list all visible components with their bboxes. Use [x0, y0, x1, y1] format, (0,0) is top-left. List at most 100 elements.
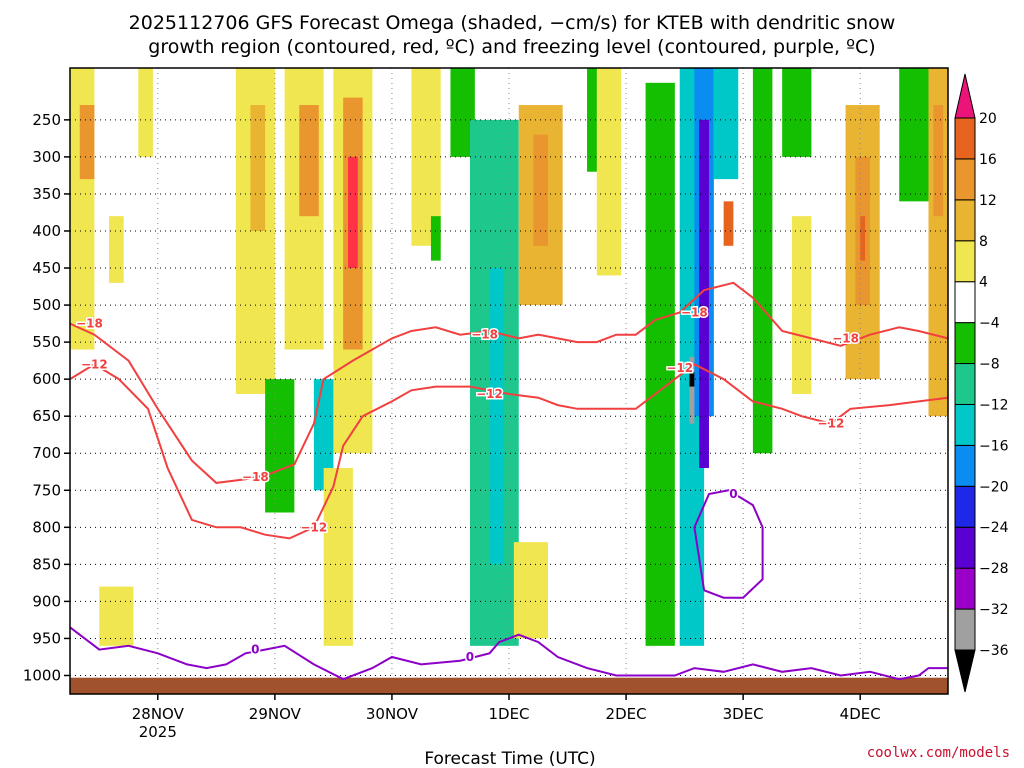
- y-tick-label-250: 250: [32, 111, 61, 129]
- omega-cell-32: [723, 201, 734, 246]
- y-tick-label-700: 700: [32, 444, 61, 462]
- colorbar-bin-4: [954, 444, 976, 487]
- x-tick-label-2DEC: 2DEC: [606, 705, 647, 723]
- x-tick-label-30NOV: 30NOV: [366, 705, 419, 723]
- colorbar-label-10: −24: [979, 520, 1009, 536]
- contour-freezing-0: [69, 626, 948, 681]
- colorbar-bin-10: [954, 199, 976, 242]
- omega-cell-11: [348, 156, 358, 269]
- omega-cell-25: [645, 82, 675, 646]
- omega-cell-30: [689, 371, 695, 387]
- colorbar-label-9: −20: [979, 479, 1009, 495]
- y-axis: 250 300 350 400 450 500 550 600 650 700 750 800 850 9…: [23, 111, 70, 684]
- x-axis-title: Forecast Time (UTC): [424, 749, 595, 768]
- contour-label-freezing-0-loop-0: 0: [729, 487, 737, 501]
- omega-cell-1: [79, 105, 95, 180]
- x-tick-label-4DEC: 4DEC: [840, 705, 881, 723]
- omega-cell-33: [752, 68, 773, 454]
- y-tick-label-400: 400: [32, 222, 61, 240]
- y-tick-label-650: 650: [32, 407, 61, 425]
- contour-label-dgz-bottom-2: −12: [476, 387, 503, 401]
- colorbar-bin-bottom: [954, 649, 976, 693]
- colorbar-label-2: 12: [979, 193, 997, 209]
- contour-label-dgz-top-2: −18: [471, 328, 498, 342]
- colorbar-bin-top: [954, 73, 976, 119]
- contour-label-freezing-0-1: 0: [466, 650, 474, 664]
- colorbar-bin-1: [954, 567, 976, 610]
- omega-cell-3: [138, 68, 153, 157]
- y-tick-label-600: 600: [32, 370, 61, 388]
- omega-cell-19: [489, 268, 505, 565]
- omega-cell-14: [265, 379, 295, 513]
- colorbar-label-3: 8: [979, 234, 988, 250]
- chart-title-line-2: growth region (contoured, red, ºC) and f…: [148, 36, 875, 58]
- colorbar-label-11: −28: [979, 561, 1009, 577]
- colorbar-bin-7: [954, 322, 976, 365]
- contour-label-freezing-0-0: 0: [251, 643, 259, 657]
- omega-cell-31: [713, 68, 739, 180]
- omega-cell-16: [430, 216, 441, 261]
- omega-cell-41: [933, 105, 944, 217]
- omega-cell-24: [596, 68, 622, 276]
- omega-cell-8: [299, 105, 319, 217]
- contour-lines: −18 −18 −18 −18 −18 −12 −12 −12 −12 −12 0 0 0: [69, 281, 949, 681]
- colorbar-bin-3: [954, 485, 976, 528]
- colorbar-label-4: 4: [979, 275, 988, 291]
- omega-shading: [70, 68, 948, 646]
- y-tick-label-500: 500: [32, 296, 61, 314]
- credit-link[interactable]: coolwx.com/models: [867, 745, 1010, 761]
- colorbar-label-13: −36: [979, 643, 1009, 659]
- chart-title-line-1: 2025112706 GFS Forecast Omega (shaded, −…: [129, 12, 896, 34]
- x-tick-sublabel-28NOV: 2025: [139, 723, 177, 741]
- x-tick-label-1DEC: 1DEC: [488, 705, 529, 723]
- omega-cell-28: [699, 119, 709, 469]
- x-tick-label-29NOV: 29NOV: [249, 705, 302, 723]
- colorbar-bin-9: [954, 240, 976, 283]
- y-tick-label-950: 950: [32, 629, 61, 647]
- omega-cell-2: [109, 216, 124, 283]
- omega-cell-6: [250, 105, 266, 231]
- contour-label-dgz-bottom-0: −12: [81, 357, 108, 371]
- omega-cell-13: [323, 468, 353, 646]
- x-tick-label-3DEC: 3DEC: [723, 705, 764, 723]
- y-tick-label-900: 900: [32, 592, 61, 610]
- contour-dgz-bottom: [69, 363, 949, 540]
- y-tick-label-1000: 1000: [23, 666, 61, 684]
- omega-cell-21: [533, 134, 549, 246]
- omega-cell-4: [99, 586, 134, 646]
- y-tick-label-800: 800: [32, 518, 61, 536]
- colorbar-bin-11: [954, 158, 976, 201]
- colorbar-label-5: −4: [979, 316, 1000, 332]
- colorbar-label-12: −32: [979, 602, 1009, 618]
- omega-cell-35: [791, 216, 812, 394]
- x-tick-label-28NOV: 28NOV: [132, 705, 185, 723]
- y-tick-label-450: 450: [32, 259, 61, 277]
- contour-label-dgz-top-4: −18: [832, 331, 859, 345]
- contour-label-dgz-bottom-4: −12: [818, 417, 845, 431]
- omega-cell-22: [513, 542, 549, 639]
- omega-cell-34: [782, 68, 812, 157]
- contour-dgz-top: [69, 281, 949, 484]
- y-tick-label-350: 350: [32, 185, 61, 203]
- colorbar-bin-8: [954, 281, 976, 324]
- contour-label-dgz-top-1: −18: [242, 470, 269, 484]
- omega-cell-38: [860, 216, 866, 261]
- ground-terrain: [70, 677, 948, 694]
- omega-cell-39: [899, 68, 929, 202]
- contour-label-dgz-bottom-1: −12: [301, 520, 328, 534]
- colorbar-label-1: 16: [979, 152, 997, 168]
- colorbar-bin-0: [954, 608, 976, 651]
- y-tick-label-300: 300: [32, 148, 61, 166]
- colorbar-bin-6: [954, 363, 976, 405]
- colorbar-bin-12: [954, 117, 976, 160]
- colorbar-bin-5: [954, 403, 976, 446]
- contour-freezing-0-loop: [693, 489, 764, 599]
- contour-label-dgz-bottom-3: −12: [666, 361, 693, 375]
- y-tick-label-850: 850: [32, 555, 61, 573]
- omega-cell-12: [313, 379, 334, 491]
- y-tick-label-550: 550: [32, 333, 61, 351]
- y-tick-label-750: 750: [32, 481, 61, 499]
- colorbar-label-7: −12: [979, 397, 1009, 413]
